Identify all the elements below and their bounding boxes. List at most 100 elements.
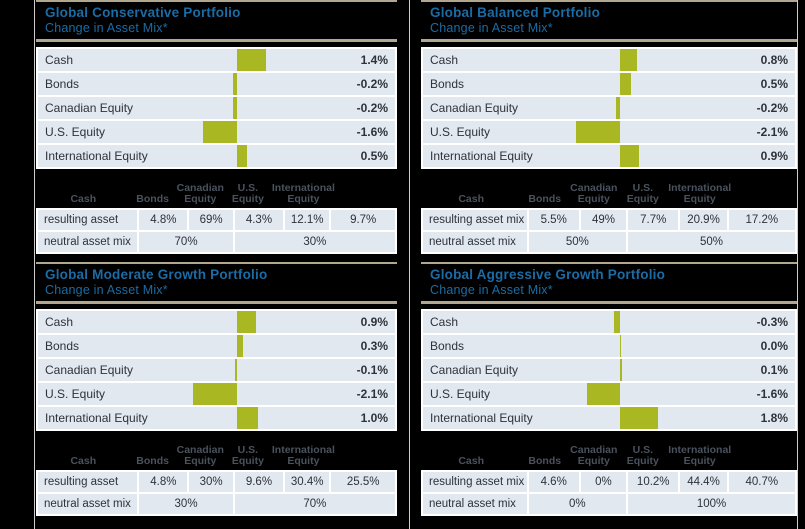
asset-label: Bonds xyxy=(430,77,465,91)
asset-mix-value: 100% xyxy=(628,494,795,514)
asset-mix-value: 30.4% xyxy=(285,472,330,492)
asset-label: International Equity xyxy=(45,149,148,163)
change-value: -2.1% xyxy=(756,125,788,139)
change-bar xyxy=(192,383,237,405)
change-value: -2.1% xyxy=(356,387,388,401)
row-label: resulting asset mix xyxy=(423,472,527,492)
row-label: neutral asset mix xyxy=(38,494,138,514)
change-bar-chart: Cash 0.9% Bonds 0.3% Canadian Equity -0.1% U.S… xyxy=(36,309,397,431)
table-column-header: U.S. Equity xyxy=(231,444,264,467)
neutral-asset-mix-row: neutral asset mix 30% 70% xyxy=(38,494,395,514)
asset-label: Canadian Equity xyxy=(430,363,519,377)
asset-label: Canadian Equity xyxy=(45,101,134,115)
row-label: resulting asset mix xyxy=(38,210,138,246)
change-value: -0.2% xyxy=(356,101,388,115)
change-value: 0.3% xyxy=(360,339,388,353)
change-bar xyxy=(236,311,256,333)
asset-mix-value: 25.5% xyxy=(331,472,395,492)
resulting-asset-mix-row: resulting asset mix 4.6% 0% 10.2% 44.4% 40.7% xyxy=(423,472,795,492)
row-label: neutral asset mix xyxy=(38,232,138,252)
change-bar-chart: Cash 1.4% Bonds -0.2% Canadian Equity -0.2% U.… xyxy=(36,47,397,169)
table-column-header: Cash xyxy=(458,455,485,467)
table-column-header: International Equity xyxy=(668,182,732,205)
table-column-header: Bonds xyxy=(136,193,169,205)
asset-mix-value: 30% xyxy=(189,472,233,492)
table-column-header: International Equity xyxy=(271,444,335,467)
asset-mix-value: 4.6% xyxy=(528,472,579,492)
asset-mix-value: 9.7% xyxy=(331,210,395,230)
change-value: -0.2% xyxy=(356,77,388,91)
asset-label: International Equity xyxy=(45,411,148,425)
table-column-header: Bonds xyxy=(136,455,169,467)
table-column-header: Canadian Equity xyxy=(570,444,618,467)
chart-row: U.S. Equity -2.1% xyxy=(38,383,395,405)
portfolio-subtitle: Change in Asset Mix* xyxy=(430,283,553,297)
table-column-header: Bonds xyxy=(528,193,562,205)
change-bar xyxy=(236,49,267,71)
chart-row: U.S. Equity -1.6% xyxy=(423,383,795,405)
chart-row: Bonds 0.3% xyxy=(38,335,395,357)
asset-mix-value: 70% xyxy=(139,232,233,252)
change-bar xyxy=(620,145,640,167)
table-column-header: U.S. Equity xyxy=(626,182,659,205)
change-bar xyxy=(236,407,258,429)
change-bar xyxy=(620,407,658,429)
asset-label: Canadian Equity xyxy=(430,101,519,115)
portfolio-title: Global Balanced Portfolio xyxy=(430,5,601,20)
asset-mix-value: 69% xyxy=(189,210,233,230)
change-bar xyxy=(620,73,631,95)
column-divider-line xyxy=(797,0,798,529)
asset-mix-value: 20.9% xyxy=(680,210,727,230)
asset-mix-table: resulting asset mix 5.5% 49% 7.7% 20.9% 17.2%… xyxy=(421,208,797,254)
asset-label: Cash xyxy=(45,315,74,329)
asset-label: U.S. Equity xyxy=(45,387,106,401)
chart-row: International Equity 0.5% xyxy=(38,145,395,167)
asset-mix-value: 49% xyxy=(580,210,627,230)
asset-mix-value: 50% xyxy=(628,232,795,252)
asset-mix-value: 4.3% xyxy=(234,210,284,230)
change-value: 0.5% xyxy=(360,149,388,163)
change-value: 1.8% xyxy=(760,411,788,425)
table-column-header: Canadian Equity xyxy=(176,182,224,205)
asset-mix-value: 17.2% xyxy=(728,210,795,230)
change-value: -1.6% xyxy=(756,387,788,401)
asset-mix-value: 50% xyxy=(528,232,627,252)
portfolio-subtitle: Change in Asset Mix* xyxy=(430,21,553,35)
change-bar xyxy=(620,359,623,381)
table-column-header: Bonds xyxy=(528,455,562,467)
change-value: -0.1% xyxy=(356,363,388,377)
asset-label: Bonds xyxy=(45,339,80,353)
change-value: -0.3% xyxy=(756,315,788,329)
portfolio-panel-aggressive-growth: Global Aggressive Growth Portfolio Chang… xyxy=(421,262,797,516)
change-value: 0.9% xyxy=(760,149,788,163)
asset-mix-table: resulting asset mix4.8%69%4.3%12.1%9.7%n… xyxy=(36,208,397,254)
asset-label: Cash xyxy=(45,53,74,67)
change-bar xyxy=(236,335,244,357)
panel-titlebar: Global Balanced Portfolio Change in Asse… xyxy=(421,0,797,42)
asset-mix-table-header: Cash Bonds Canadian Equity U.S. Equity Inter… xyxy=(421,171,797,208)
change-bar xyxy=(586,383,621,405)
change-value: 0.0% xyxy=(760,339,788,353)
table-column-header: International Equity xyxy=(668,444,732,467)
change-bar xyxy=(613,311,621,333)
asset-mix-table: resulting asset mix 4.6% 0% 10.2% 44.4% 40.7%… xyxy=(421,470,797,516)
asset-label: Cash xyxy=(430,315,459,329)
table-column-header: Cash xyxy=(70,193,97,205)
asset-mix-value: 12.1% xyxy=(285,210,330,230)
chart-row: Cash -0.3% xyxy=(423,311,795,333)
table-column-header: International Equity xyxy=(271,182,335,205)
chart-row: International Equity 1.0% xyxy=(38,407,395,429)
change-bar xyxy=(234,359,237,381)
chart-row: Cash 0.9% xyxy=(38,311,395,333)
asset-label: U.S. Equity xyxy=(430,125,491,139)
asset-mix-table-header: Cash Bonds Canadian Equity U.S. Equity Inter… xyxy=(421,433,797,470)
row-label: neutral asset mix xyxy=(423,494,527,514)
chart-row: Cash 1.4% xyxy=(38,49,395,71)
chart-row: Canadian Equity -0.1% xyxy=(38,359,395,381)
table-column-header: U.S. Equity xyxy=(626,444,659,467)
asset-mix-value: 30% xyxy=(139,494,233,514)
change-bar xyxy=(236,145,248,167)
asset-label: U.S. Equity xyxy=(430,387,491,401)
table-column-header: Canadian Equity xyxy=(570,182,618,205)
